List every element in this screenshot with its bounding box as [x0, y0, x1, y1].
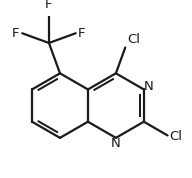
Text: Cl: Cl	[169, 130, 182, 143]
Text: N: N	[144, 80, 154, 93]
Text: F: F	[12, 27, 20, 40]
Text: F: F	[78, 27, 85, 40]
Text: F: F	[45, 0, 53, 11]
Text: Cl: Cl	[127, 33, 140, 46]
Text: N: N	[111, 137, 121, 150]
